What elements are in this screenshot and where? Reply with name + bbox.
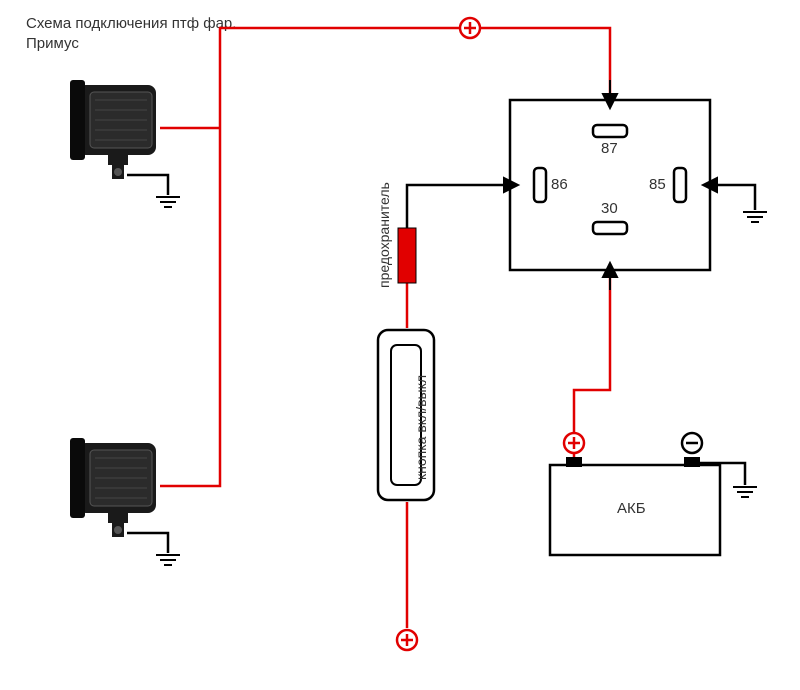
battery-label: АКБ bbox=[617, 500, 646, 517]
fuse-label: предохранитель bbox=[376, 182, 392, 288]
fog-lamp-2 bbox=[70, 438, 156, 537]
fog-lamp-1 bbox=[70, 80, 156, 179]
wire-supply-to-relay bbox=[470, 28, 610, 97]
ground-relay85-icon bbox=[743, 212, 767, 222]
wire-relay86-to-fuse bbox=[407, 185, 507, 228]
wire-relay85-to-gnd bbox=[713, 185, 755, 210]
switch-label: кнопка вкл/выкл bbox=[413, 375, 429, 480]
plus-bottom-icon bbox=[397, 630, 417, 650]
wire-lamp1-gnd bbox=[127, 175, 168, 195]
relay-pin-87-label: 87 bbox=[601, 140, 618, 157]
plus-top-icon bbox=[460, 18, 480, 38]
relay-pin-86-label: 86 bbox=[551, 176, 568, 193]
fuse bbox=[398, 228, 416, 283]
relay-pin-85-label: 85 bbox=[649, 176, 666, 193]
wiring-diagram bbox=[0, 0, 800, 690]
ground-lamp2-icon bbox=[156, 555, 180, 565]
relay-box bbox=[490, 80, 730, 290]
plus-battery-icon bbox=[564, 433, 584, 453]
minus-battery-icon bbox=[682, 433, 702, 453]
wire-lamp2-gnd bbox=[127, 533, 168, 553]
relay-pin-30-label: 30 bbox=[601, 200, 618, 217]
ground-lamp1-icon bbox=[156, 197, 180, 207]
ground-battery-icon bbox=[733, 487, 757, 497]
